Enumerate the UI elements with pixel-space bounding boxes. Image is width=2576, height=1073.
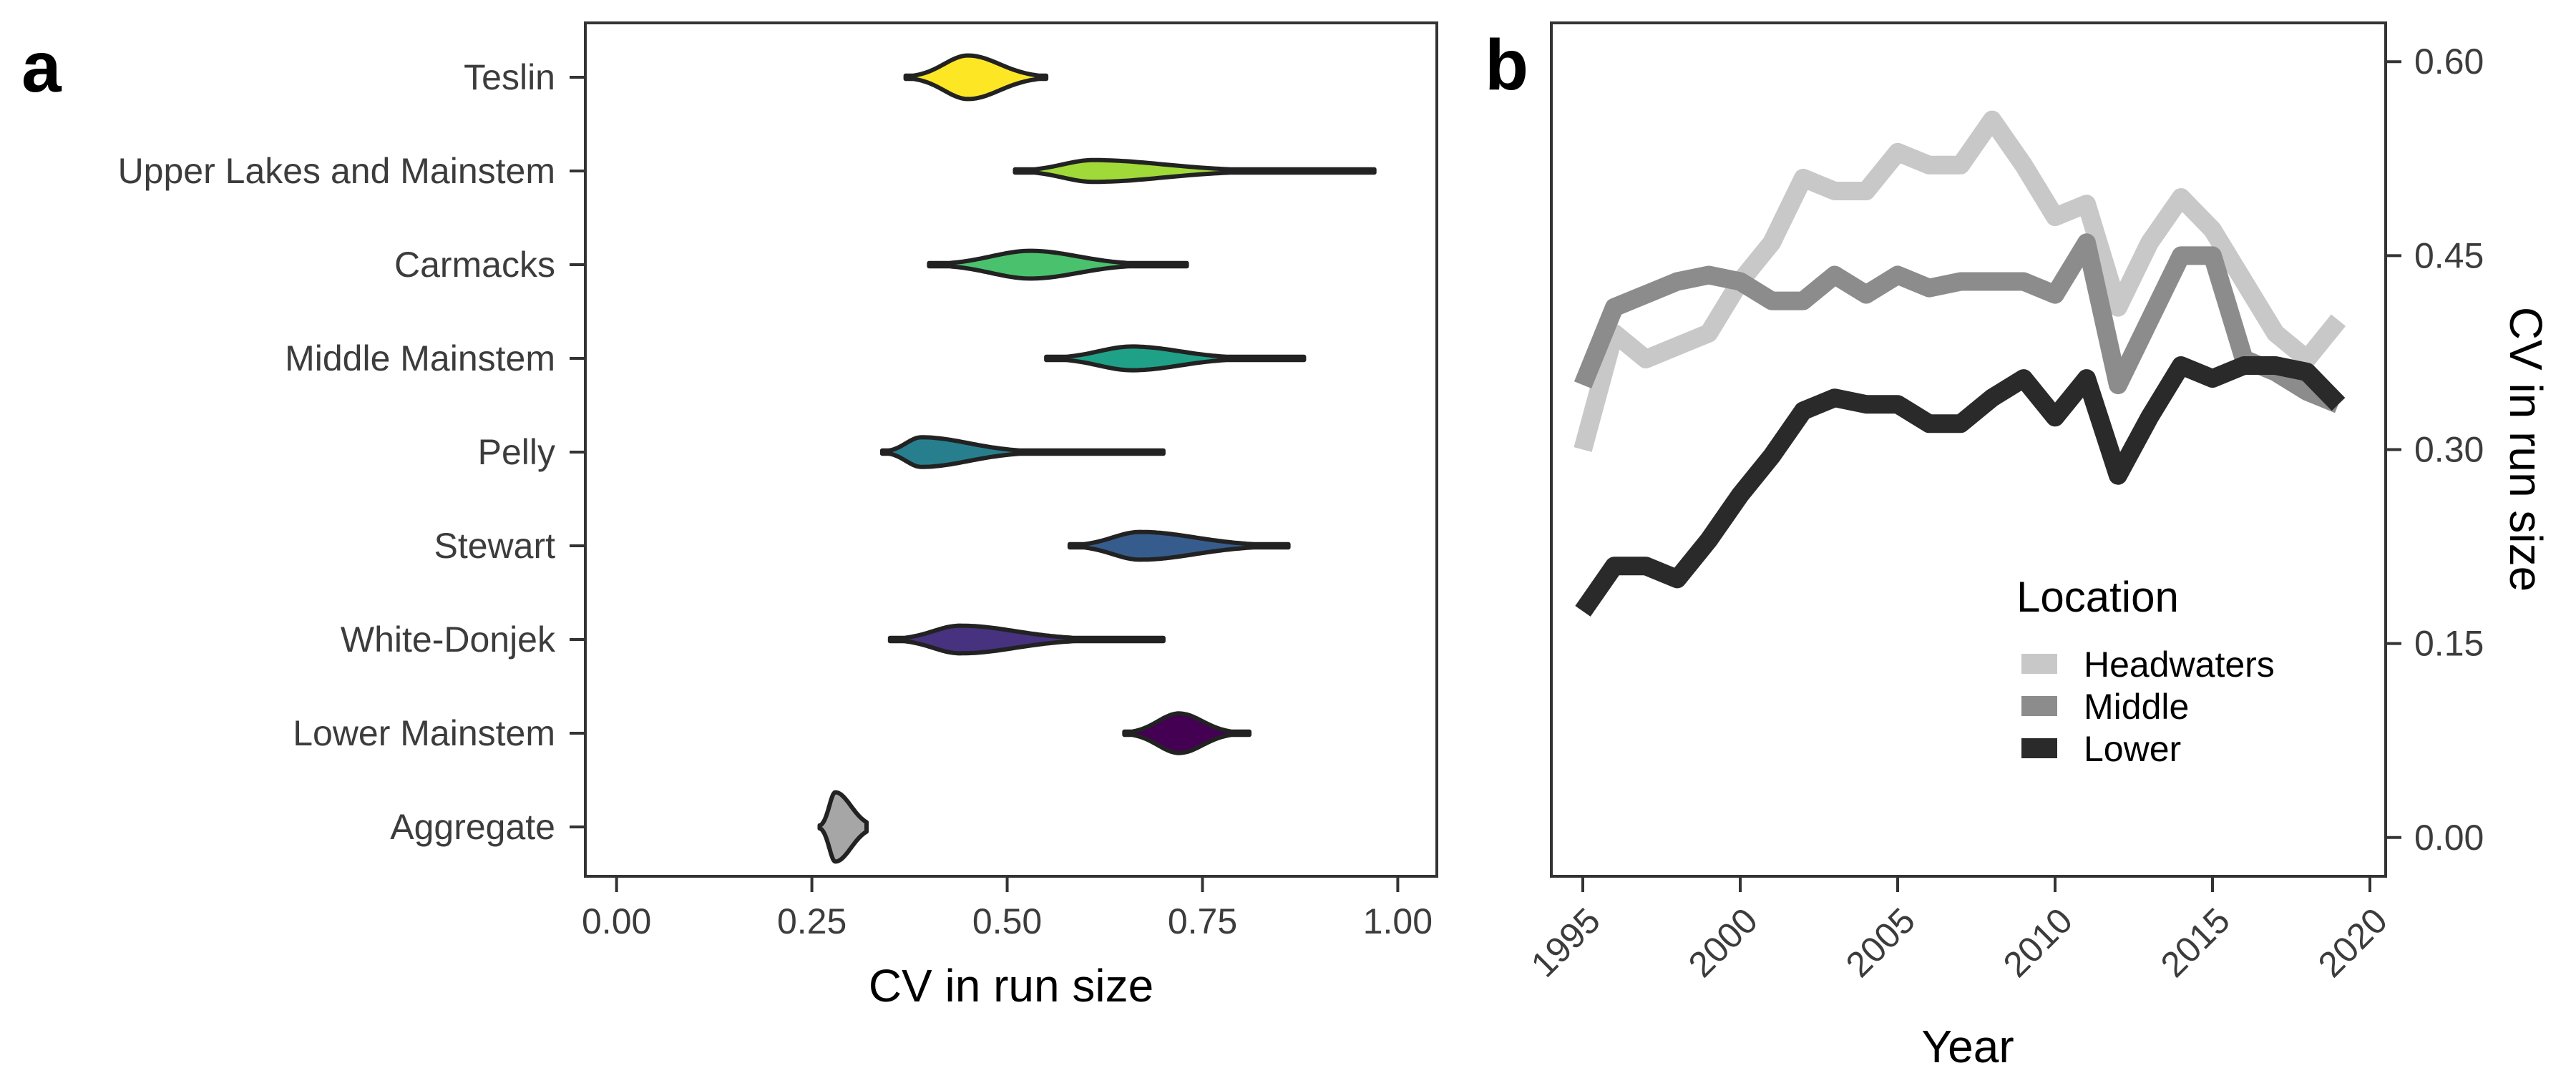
y-tick-label-0.00: 0.00 [2414, 818, 2484, 858]
y-tick-label-carmacks: Carmacks [394, 245, 555, 285]
x-tick-label-0.25: 0.25 [777, 901, 847, 941]
panel-b-lines [1574, 110, 2346, 617]
y-tick-label-upper-lakes-and-mainstem: Upper Lakes and Mainstem [118, 151, 555, 191]
panel-b-label: b [1485, 25, 1528, 105]
violin-teslin [903, 53, 1049, 102]
y-tick-label-middle-mainstem: Middle Mainstem [285, 338, 555, 378]
line-middle [1574, 233, 2342, 413]
violin-lower-mainstem [1122, 711, 1252, 755]
panel-a-x-axis: 0.00 0.25 0.50 0.75 1.00 [582, 876, 1433, 941]
x-tick-label-0.75: 0.75 [1168, 901, 1237, 941]
panel-a-x-axis-title: CV in run size [869, 960, 1153, 1011]
panel-a-violins [817, 53, 1377, 864]
violin-middle-mainstem [1044, 344, 1307, 373]
panel-a-y-axis: Teslin Upper Lakes and Mainstem Carmacks Mi… [118, 57, 585, 847]
panel-b-x-axis-title: Year [1921, 1021, 2014, 1072]
y-tick-label-0.30: 0.30 [2414, 430, 2484, 470]
panel-b-y-axis-title: CV in run size [2500, 307, 2552, 592]
violin-pelly [879, 435, 1166, 469]
violin-aggregate [817, 790, 869, 864]
y-tick-label-teslin: Teslin [464, 57, 555, 97]
panel-b-y-axis: 0.00 0.15 0.30 0.45 0.60 [2386, 41, 2484, 858]
line-lower [1575, 356, 2346, 617]
y-tick-label-stewart: Stewart [434, 526, 555, 566]
y-tick-label-0.45: 0.45 [2414, 235, 2484, 275]
x-tick-label-0.50: 0.50 [972, 901, 1042, 941]
panel-b-line-chart: b 1995 2000 2005 2010 2015 2020 0.000.150.300… [1485, 21, 2552, 1072]
y-tick-label-0.15: 0.15 [2414, 624, 2484, 664]
legend-label-lower: Lower [2084, 729, 2181, 769]
panel-a-violin-chart: a Teslin Upper Lakes and Mainstem Carmacks… [21, 21, 1438, 1011]
y-tick-label-0.60: 0.60 [2414, 41, 2484, 82]
y-tick-label-white-donjek: White-Donjek [341, 619, 556, 660]
legend-label-headwaters: Headwaters [2084, 645, 2275, 685]
x-tick-label-1.00: 1.00 [1363, 901, 1433, 941]
violin-upper-lakes-and-mainstem [1013, 157, 1377, 185]
y-tick-label-aggregate: Aggregate [390, 807, 555, 847]
line-headwaters [1574, 110, 2346, 452]
violin-white-donjek [887, 623, 1166, 656]
panel-a-border [584, 21, 1438, 878]
violin-carmacks [927, 248, 1189, 281]
panel-a-label: a [21, 27, 62, 107]
legend-label-middle: Middle [2084, 687, 2189, 727]
legend-title: Location [2016, 573, 2179, 621]
legend: Location Headwaters Middle Lower [2016, 573, 2275, 769]
y-tick-label-pelly: Pelly [478, 432, 555, 472]
x-tick-label-0.00: 0.00 [582, 901, 651, 941]
violin-stewart [1067, 529, 1291, 562]
y-tick-label-lower-mainstem: Lower Mainstem [293, 713, 555, 753]
